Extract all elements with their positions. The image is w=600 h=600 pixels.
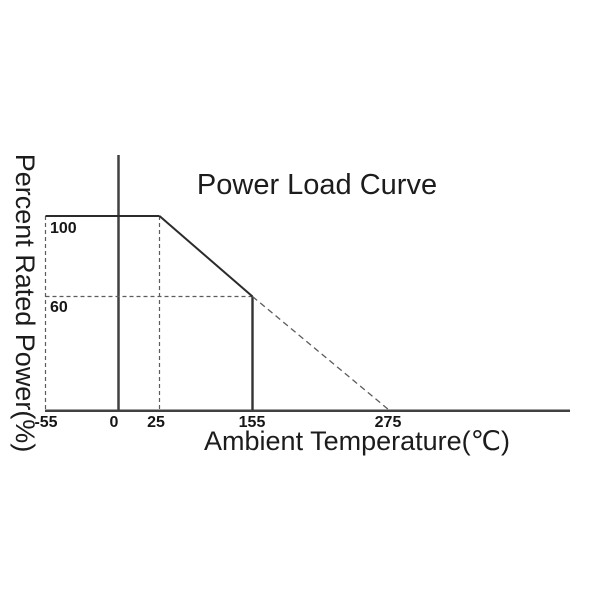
y-tick-label-100: 100 xyxy=(50,220,77,237)
chart-title: Power Load Curve xyxy=(196,169,438,201)
x-tick-label-25: 25 xyxy=(147,414,165,431)
y-tick-label-60: 60 xyxy=(50,299,68,316)
y-axis-label: Percent Rated Power(%) xyxy=(9,153,40,453)
x-tick-label-275: 275 xyxy=(374,414,402,431)
series-rated-power-curve-segment xyxy=(158,215,254,298)
x-tick-label-0: 0 xyxy=(109,414,119,431)
x-tick-label-155: 155 xyxy=(238,414,266,431)
x-tick-label-minus55: -55 xyxy=(34,414,58,431)
x-axis-label: Ambient Temperature(℃) xyxy=(204,426,510,456)
series-derating-extension-segment xyxy=(252,296,390,411)
